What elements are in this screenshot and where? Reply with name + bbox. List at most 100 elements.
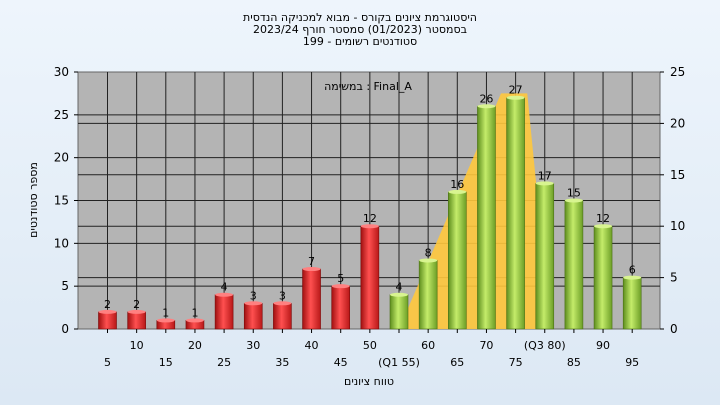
y-tick-label: 10 [54, 236, 69, 250]
bar-value-label: 2 [104, 298, 111, 311]
bar-value-label: 5 [337, 272, 344, 285]
x-axis: 5 10 15 20 25 30 35 40 45 50(Q1 55)60 65 70 75(Q3 80… [104, 329, 639, 369]
bar-value-label: 27 [509, 84, 523, 97]
bar-value-label: 7 [308, 255, 315, 268]
x-axis-title: טווח ציונים [344, 375, 394, 388]
bar-value-label: 4 [221, 281, 228, 294]
x-tick-label: 50 [363, 339, 377, 352]
bar-cap [244, 301, 263, 306]
bar [389, 294, 409, 330]
bar [564, 200, 584, 330]
bar-value-label: 3 [250, 289, 257, 302]
bar [535, 183, 555, 330]
bar [302, 268, 321, 330]
bar-value-label: 16 [450, 178, 464, 191]
bar [622, 277, 642, 330]
chart-title-line-2: בסמסטר (01/2023) סמסטר חורף 2023/24 [253, 23, 467, 36]
y-tick-label: 5 [61, 279, 69, 293]
bar-value-label: 12 [596, 212, 610, 225]
bar [273, 302, 292, 330]
x-tick-label: 10 [130, 339, 144, 352]
bar-cap [98, 309, 117, 314]
bar [447, 191, 467, 330]
x-tick-label: 65 [450, 356, 464, 369]
bar [593, 225, 613, 330]
bar-value-label: 8 [425, 246, 432, 259]
bar-value-label: 15 [567, 187, 581, 200]
x-tick-label: 35 [275, 356, 289, 369]
y2-tick-label: 10 [670, 219, 685, 233]
bar [214, 294, 234, 330]
bar-cap [390, 292, 408, 297]
y2-axis: 0 5 10 15 20 25 [660, 65, 685, 336]
y-tick-label: 0 [61, 322, 69, 336]
bar-value-label: 1 [162, 306, 169, 319]
bar-cap [448, 189, 467, 194]
bar [506, 97, 525, 330]
bar-value-label: 2 [133, 298, 140, 311]
x-tick-label: 25 [217, 356, 231, 369]
x-tick-label: 20 [188, 339, 202, 352]
x-tick-label: 60 [421, 339, 435, 352]
x-tick-label: (Q1 55) [378, 356, 420, 369]
y2-tick-label: 25 [670, 65, 685, 79]
bar [331, 285, 351, 330]
bar-cap [127, 309, 146, 314]
x-tick-label: 15 [159, 356, 173, 369]
x-tick-label: 45 [334, 356, 348, 369]
bar-value-label: 1 [191, 306, 198, 319]
bar-cap [506, 95, 525, 100]
y-tick-label: 15 [54, 194, 69, 208]
y-axis-title: מספר סטודנטים [27, 162, 40, 238]
y2-tick-label: 20 [670, 116, 685, 130]
y-tick-label: 20 [54, 151, 69, 165]
y-tick-label: 30 [54, 65, 69, 79]
bar-cap [185, 318, 204, 323]
bar-cap [594, 224, 613, 229]
bars [98, 95, 642, 330]
x-tick-label: (Q3 80) [524, 339, 566, 352]
x-tick-label: 30 [246, 339, 260, 352]
bar-cap [564, 198, 583, 203]
x-tick-label: 90 [596, 339, 610, 352]
bar-cap [156, 318, 175, 323]
bar-value-label: 17 [538, 169, 552, 182]
bar-value-label: 26 [479, 92, 493, 105]
bar-cap [477, 104, 496, 109]
y-tick-label: 25 [54, 108, 69, 122]
x-tick-label: 70 [479, 339, 493, 352]
bar-value-label: 4 [396, 281, 403, 294]
data-labels: 2 2 1 1 4 3 3 7 5 12 4 8 16 26 27 17 15 12 6 [104, 84, 636, 320]
bar [477, 105, 496, 330]
bar-cap [331, 284, 350, 289]
y2-tick-label: 5 [670, 271, 678, 285]
y2-tick-label: 0 [670, 322, 678, 336]
bar [243, 302, 263, 330]
x-tick-label: 40 [305, 339, 319, 352]
bar-cap [535, 181, 554, 186]
bar-cap [302, 267, 321, 272]
x-tick-label: 85 [567, 356, 581, 369]
y2-tick-label: 15 [670, 168, 685, 182]
bar-cap [360, 224, 379, 229]
x-tick-label: 95 [625, 356, 639, 369]
bar [360, 225, 380, 330]
x-tick-label: 5 [104, 356, 111, 369]
x-tick-label: 75 [509, 356, 523, 369]
bar-cap [215, 292, 234, 297]
bar-cap [419, 258, 438, 263]
annotation-label: במשימה : Final_A [324, 80, 412, 93]
bar-cap [623, 275, 642, 280]
bar-value-label: 3 [279, 289, 286, 302]
y-axis: 0 5 10 15 20 25 30 [54, 65, 78, 336]
bar [127, 311, 146, 330]
bar-cap [273, 301, 292, 306]
chart-title-line-1: היסטוגרמת ציונים בקורס - מבוא למכניקה הנ… [243, 11, 477, 24]
chart-title-line-3: סטודנטים רשומים - 199 [302, 35, 418, 48]
bar [418, 260, 438, 330]
bar [98, 311, 117, 330]
bar-value-label: 12 [363, 212, 377, 225]
bar-value-label: 6 [629, 264, 636, 277]
